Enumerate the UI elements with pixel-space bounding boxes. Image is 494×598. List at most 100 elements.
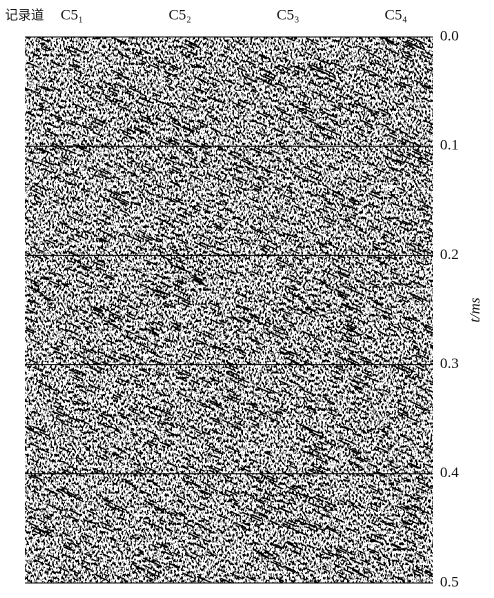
texture-stroke: [148, 120, 157, 126]
texture-stroke: [83, 297, 90, 302]
texture-stroke: [175, 256, 182, 260]
texture-stroke: [268, 480, 277, 486]
texture-stroke: [104, 170, 112, 175]
texture-stroke: [152, 63, 160, 68]
texture-stroke: [252, 556, 260, 561]
texture-stroke: [118, 73, 129, 80]
texture-stroke: [211, 448, 224, 456]
texture-stroke: [399, 66, 409, 73]
texture-stroke: [135, 566, 141, 570]
texture-stroke: [365, 457, 371, 461]
texture-stroke: [138, 283, 149, 289]
texture-stroke: [164, 337, 175, 344]
texture-stroke: [111, 350, 118, 354]
texture-stroke: [339, 202, 351, 209]
texture-stroke: [213, 419, 223, 426]
texture-stroke: [264, 492, 275, 498]
texture-stroke: [278, 407, 287, 413]
texture-stroke: [354, 385, 364, 390]
texture-stroke: [80, 408, 87, 413]
texture-stroke: [111, 69, 124, 76]
texture-stroke: [58, 566, 69, 573]
texture-stroke: [429, 66, 433, 70]
texture-stroke: [291, 550, 300, 555]
texture-stroke: [335, 371, 341, 376]
texture-stroke: [118, 40, 127, 46]
texture-stroke: [409, 317, 418, 322]
texture-stroke: [348, 200, 359, 206]
texture-stroke: [227, 152, 239, 159]
texture-stroke: [207, 106, 215, 111]
texture-stroke: [220, 148, 226, 152]
texture-stroke: [351, 450, 359, 456]
texture-stroke: [274, 66, 283, 72]
texture-stroke: [367, 570, 373, 575]
texture-stroke: [340, 303, 351, 309]
texture-stroke: [384, 425, 392, 430]
texture-stroke: [145, 429, 155, 435]
texture-stroke: [41, 373, 48, 378]
texture-stroke: [196, 120, 209, 127]
texture-stroke: [318, 483, 325, 487]
texture-stroke: [299, 309, 311, 316]
texture-stroke: [123, 133, 137, 141]
texture-stroke: [426, 233, 433, 238]
texture-stroke: [113, 175, 121, 181]
texture-stroke: [201, 161, 208, 166]
texture-stroke: [27, 358, 39, 364]
texture-stroke: [396, 293, 407, 300]
texture-stroke: [193, 355, 202, 361]
texture-stroke: [98, 445, 108, 451]
texture-stroke: [410, 401, 422, 408]
texture-stroke: [288, 498, 296, 503]
texture-stroke: [181, 572, 194, 579]
texture-stroke: [401, 520, 409, 526]
texture-stroke: [162, 421, 174, 427]
texture-stroke: [175, 391, 187, 398]
texture-stroke: [259, 413, 267, 418]
texture-stroke: [130, 201, 141, 207]
texture-stroke: [346, 139, 359, 146]
texture-stroke: [360, 174, 372, 181]
texture-stroke: [165, 202, 171, 206]
texture-stroke: [112, 97, 124, 104]
texture-stroke: [178, 85, 185, 90]
texture-stroke: [181, 465, 189, 471]
texture-stroke: [241, 353, 247, 357]
texture-stroke: [249, 197, 260, 204]
texture-stroke: [232, 215, 244, 222]
texture-stroke: [350, 329, 363, 336]
texture-stroke: [364, 333, 377, 341]
texture-stroke: [318, 527, 326, 532]
texture-stroke: [259, 513, 269, 519]
texture-stroke: [272, 290, 279, 295]
texture-stroke: [388, 482, 395, 486]
texture-stroke: [258, 479, 264, 483]
texture-stroke: [303, 179, 309, 183]
texture-stroke: [219, 491, 227, 496]
texture-stroke: [377, 427, 387, 433]
texture-stroke: [315, 494, 328, 501]
texture-stroke: [149, 287, 160, 294]
texture-stroke: [28, 112, 36, 118]
texture-stroke: [275, 577, 283, 582]
texture-stroke: [64, 544, 71, 549]
texture-stroke: [329, 118, 339, 124]
texture-stroke: [411, 340, 418, 345]
texture-stroke: [340, 337, 349, 343]
texture-stroke: [183, 211, 196, 218]
texture-stroke: [251, 402, 256, 406]
texture-stroke: [412, 347, 420, 352]
texture-stroke: [65, 419, 73, 425]
texture-stroke: [81, 318, 94, 325]
texture-stroke: [432, 513, 433, 515]
texture-stroke: [106, 233, 117, 240]
texture-stroke: [97, 493, 104, 498]
texture-stroke: [378, 435, 384, 440]
texture-stroke: [344, 314, 352, 319]
texture-stroke: [209, 345, 217, 350]
texture-stroke: [297, 66, 307, 72]
texture-stroke: [293, 205, 304, 211]
texture-stroke: [402, 50, 413, 57]
